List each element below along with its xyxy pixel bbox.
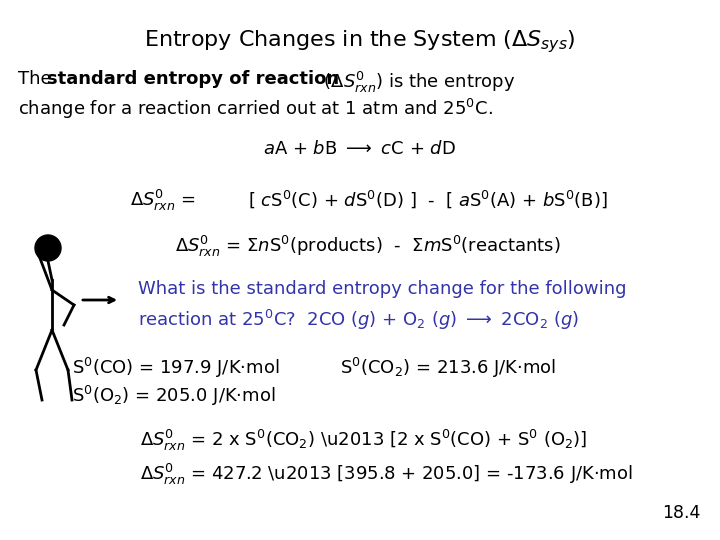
- Text: S$^0$(O$_2$) = 205.0 J/K$\cdot$mol: S$^0$(O$_2$) = 205.0 J/K$\cdot$mol: [72, 384, 276, 408]
- Text: standard entropy of reaction: standard entropy of reaction: [47, 70, 339, 88]
- Text: change for a reaction carried out at 1 atm and 25$^0$C.: change for a reaction carried out at 1 a…: [18, 97, 492, 121]
- Text: [ $c$S$^0$(C) + $d$S$^0$(D) ]  -  [ $a$S$^0$(A) + $b$S$^0$(B)]: [ $c$S$^0$(C) + $d$S$^0$(D) ] - [ $a$S$^…: [248, 188, 608, 210]
- Text: $\Delta S^0_{rxn}$ = $\Sigma n$S$^0$(products)  -  $\Sigma m$S$^0$(reactants): $\Delta S^0_{rxn}$ = $\Sigma n$S$^0$(pro…: [175, 234, 561, 259]
- Text: Entropy Changes in the System ($\Delta S_{sys}$): Entropy Changes in the System ($\Delta S…: [144, 28, 576, 55]
- Text: $\Delta S^0_{rxn}$ = 2 x S$^0$(CO$_2$) \u2013 [2 x S$^0$(CO) + S$^0$ (O$_2$)]: $\Delta S^0_{rxn}$ = 2 x S$^0$(CO$_2$) \…: [140, 428, 588, 453]
- Text: ($\Delta S^0_{rxn}$) is the entropy: ($\Delta S^0_{rxn}$) is the entropy: [318, 70, 515, 95]
- Text: $a$A + $b$B $\longrightarrow$ $c$C + $d$D: $a$A + $b$B $\longrightarrow$ $c$C + $d$…: [264, 140, 456, 158]
- Text: What is the standard entropy change for the following: What is the standard entropy change for …: [138, 280, 626, 298]
- Text: $\Delta S^0_{rxn}$ =: $\Delta S^0_{rxn}$ =: [130, 188, 196, 213]
- Text: S$^0$(CO$_2$) = 213.6 J/K$\cdot$mol: S$^0$(CO$_2$) = 213.6 J/K$\cdot$mol: [340, 356, 556, 380]
- Text: reaction at 25$^0$C?  2CO ($g$) + O$_2$ ($g$) $\longrightarrow$ 2CO$_2$ ($g$): reaction at 25$^0$C? 2CO ($g$) + O$_2$ (…: [138, 308, 580, 332]
- Circle shape: [35, 235, 61, 261]
- Text: $\Delta S^0_{rxn}$ = 427.2 \u2013 [395.8 + 205.0] = -173.6 J/K$\cdot$mol: $\Delta S^0_{rxn}$ = 427.2 \u2013 [395.8…: [140, 462, 633, 487]
- Text: S$^0$(CO) = 197.9 J/K$\cdot$mol: S$^0$(CO) = 197.9 J/K$\cdot$mol: [72, 356, 279, 380]
- Text: The: The: [18, 70, 58, 88]
- Text: 18.4: 18.4: [662, 504, 700, 522]
